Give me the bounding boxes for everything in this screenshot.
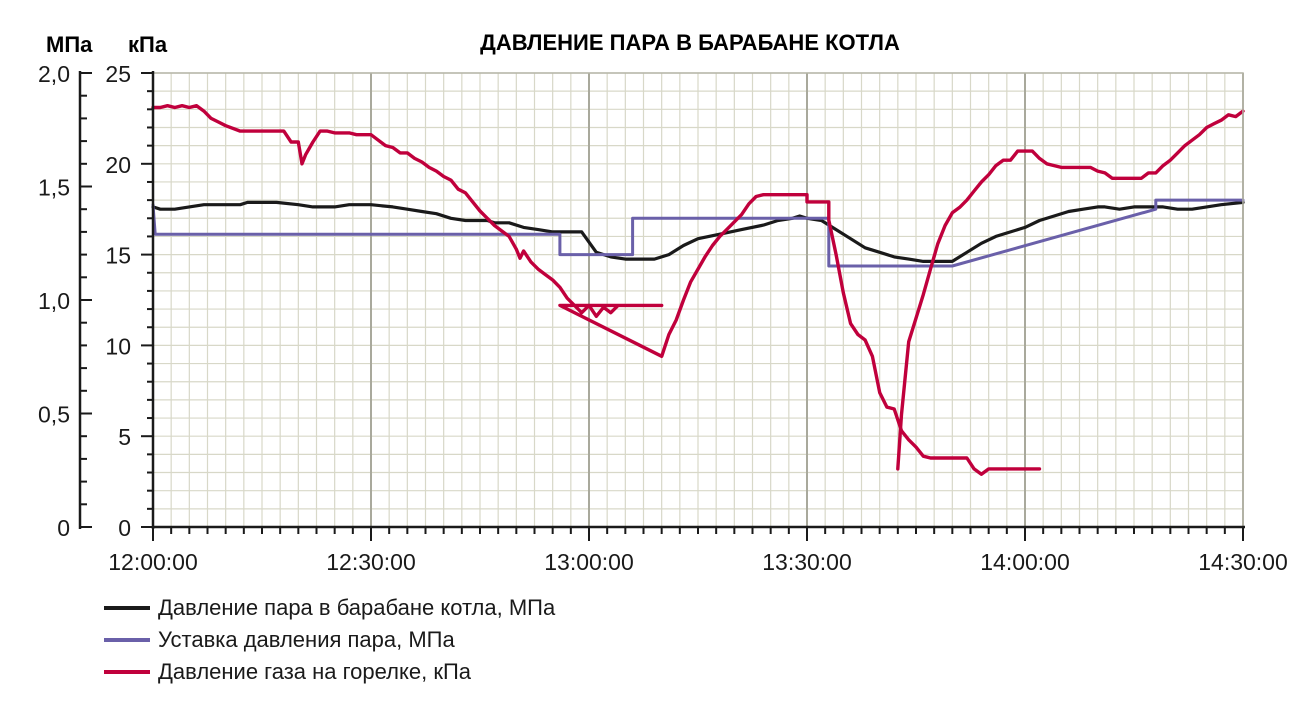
gas-pressure-line [896, 109, 1245, 471]
left-axis-tick-label: 1,5 [38, 175, 70, 201]
kpa-axis-tick-label: 20 [105, 152, 131, 178]
legend-item: Уставка давления пара, МПа [104, 624, 555, 656]
grid-minor [152, 72, 1244, 528]
drum-pressure-line [151, 200, 1245, 263]
kpa-axis-tick-label: 15 [105, 243, 131, 269]
left-axis-unit: МПа [46, 32, 93, 57]
gas-pressure-line [151, 104, 1042, 476]
left-axis-tick-label: 0 [57, 515, 70, 541]
legend-item: Давление газа на горелке, кПа [104, 656, 555, 688]
x-axis-tick-label: 14:00:00 [980, 549, 1070, 575]
left-axis-tick-label: 1,0 [38, 288, 70, 314]
kpa-axis-tick-label: 0 [118, 515, 131, 541]
right-axis-unit: кПа [128, 32, 168, 57]
legend-swatch [104, 670, 150, 674]
x-axis-tick-label: 13:30:00 [762, 549, 852, 575]
setpoint-line [151, 198, 1245, 268]
legend-label: Давление газа на горелке, кПа [158, 659, 471, 684]
axes [78, 71, 1245, 541]
chart-title: ДАВЛЕНИЕ ПАРА В БАРАБАНЕ КОТЛА [480, 30, 900, 55]
x-axis-tick-label: 12:30:00 [326, 549, 416, 575]
x-axis-tick-label: 14:30:00 [1198, 549, 1288, 575]
x-axis-tick-label: 13:00:00 [544, 549, 634, 575]
legend-item: Давление пара в барабане котла, МПа [104, 592, 555, 624]
plot-lines [151, 104, 1245, 476]
x-axis-tick-label: 12:00:00 [108, 549, 198, 575]
kpa-axis-tick-label: 5 [118, 424, 131, 450]
legend-label: Давление пара в барабане котла, МПа [158, 595, 556, 620]
kpa-axis-tick-label: 25 [105, 61, 131, 87]
left-axis-tick-label: 0,5 [38, 402, 70, 428]
kpa-axis-tick-label: 10 [105, 333, 131, 359]
tick-labels: 0 0,5 1,0 1,5 2,0 0 5 10 15 20 25 12:00:00 12:30:00 1… [38, 61, 1288, 575]
legend-swatch [104, 638, 150, 642]
legend-swatch [104, 606, 150, 610]
left-axis-tick-label: 2,0 [38, 61, 70, 87]
legend: Давление пара в барабане котла, МПа Уста… [104, 592, 555, 688]
legend-label: Уставка давления пара, МПа [158, 627, 455, 652]
